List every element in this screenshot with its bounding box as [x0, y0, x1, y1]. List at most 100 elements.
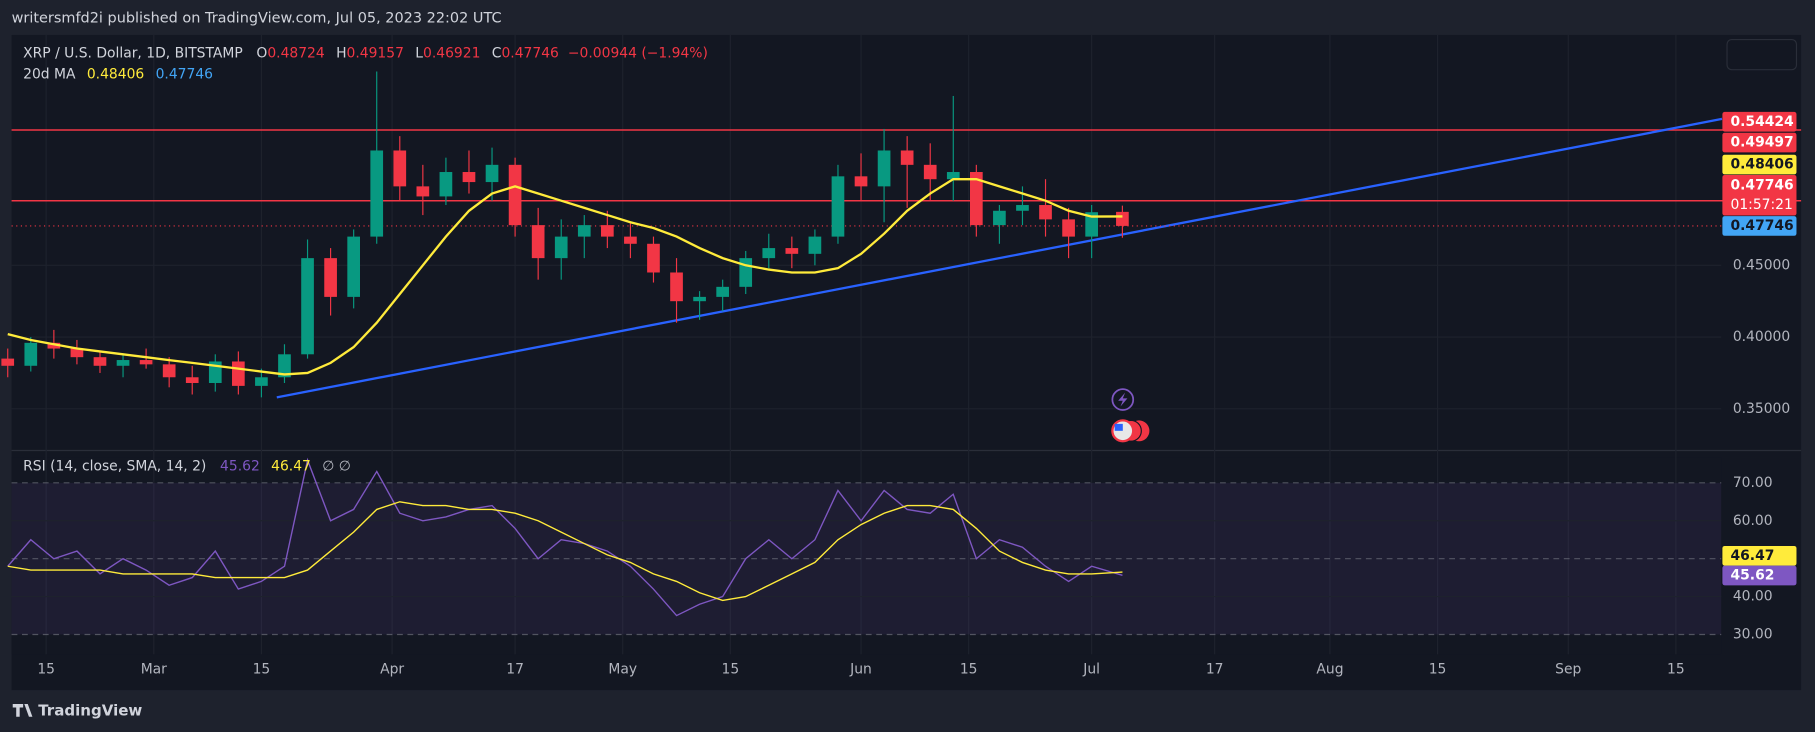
rsi-legend: RSI (14, close, SMA, 14, 2) 45.62 46.47 …: [23, 459, 351, 475]
candle-body: [116, 360, 130, 366]
rsi-sma-value: 46.47: [271, 459, 311, 475]
candle-body: [508, 164, 522, 226]
rsi-tick-label: 30.00: [1733, 627, 1773, 643]
candle-body: [577, 225, 591, 237]
x-tick-label: May: [608, 661, 637, 677]
x-tick-label: 15: [1429, 661, 1447, 677]
candle-body: [531, 225, 545, 259]
candle-body: [93, 357, 107, 366]
level-tag-bg: [1722, 132, 1797, 153]
close-tag: 0.47746: [1731, 218, 1794, 234]
l-prefix: L: [415, 45, 423, 61]
candle-body: [785, 248, 799, 254]
candle-body: [185, 377, 199, 384]
candle-body: [762, 248, 776, 259]
flag-glyph: [1114, 423, 1123, 431]
ma-tag: 0.48406: [1731, 157, 1794, 173]
candle-body: [624, 236, 637, 244]
candle-body: [1, 358, 15, 366]
level-tag: 0.54424: [1731, 114, 1795, 130]
candle-body: [831, 176, 845, 237]
candle-body: [139, 360, 153, 365]
candle-body: [877, 150, 891, 187]
candle-body: [716, 286, 729, 297]
candle-body: [485, 164, 499, 183]
x-tick-label: 17: [1206, 661, 1224, 677]
candle-body: [255, 377, 268, 386]
rsi-tick-label: 60.00: [1733, 513, 1773, 529]
brand-logo: [12, 703, 33, 717]
price-tag: 0.47746: [1731, 177, 1794, 193]
candle-body: [24, 342, 38, 366]
candle-body: [923, 164, 937, 180]
rsi-line: [7, 501, 1123, 602]
rsi-value: 45.62: [220, 459, 260, 475]
y-tick-label: 0.40000: [1733, 329, 1790, 345]
high-value: 0.49157: [347, 45, 404, 61]
candle-body: [554, 236, 568, 259]
candle-body: [347, 236, 361, 297]
x-tick-label: 15: [253, 661, 271, 677]
rsi-tick-label: 70.00: [1733, 475, 1773, 491]
x-tick-label: Mar: [141, 661, 167, 677]
lightning-glyph: [1118, 392, 1128, 407]
rsi-line: [7, 457, 1123, 617]
x-tick-label: 17: [506, 661, 524, 677]
toolbar-button[interactable]: [1726, 38, 1798, 71]
candle-body: [278, 354, 291, 378]
candle-body: [1085, 212, 1098, 237]
candle-body: [393, 150, 407, 187]
candle-body: [301, 258, 314, 355]
close-tag-bg: [1722, 216, 1797, 236]
x-tick-label: 15: [37, 661, 55, 677]
candle-body: [47, 342, 61, 349]
y-tick-label: 0.45000: [1733, 257, 1790, 273]
level-tag-bg: [1722, 111, 1797, 132]
ma-line: [7, 178, 1123, 376]
candle-body: [232, 361, 245, 386]
brand: TradingView: [38, 701, 142, 719]
candle-body: [808, 236, 822, 254]
candle-body: [439, 172, 453, 197]
candle-body: [1016, 205, 1029, 211]
candle-body: [416, 186, 430, 197]
close-value: 0.47746: [501, 45, 558, 61]
x-tick-label: Jun: [849, 661, 872, 677]
rsi-tag: 45.62: [1731, 568, 1775, 584]
change: −0.00944 (−1.94%): [568, 45, 708, 61]
ma-legend: 20d MA 0.48406 0.47746: [23, 66, 213, 82]
x-tick-label: 15: [722, 661, 740, 677]
rsi-title: RSI (14, close, SMA, 14, 2): [23, 459, 206, 475]
candle-body: [1116, 211, 1129, 226]
level-tag: 0.49497: [1731, 135, 1794, 151]
x-tick-label: 15: [1667, 661, 1685, 677]
legend: XRP / U.S. Dollar, 1D, BITSTAMP O0.48724…: [23, 45, 708, 61]
candle-body: [670, 272, 683, 302]
candle-body: [601, 225, 614, 237]
rsi-sma-tag: 46.47: [1731, 548, 1775, 564]
h-prefix: H: [336, 45, 346, 61]
x-tick-label: Aug: [1316, 661, 1343, 677]
y-tick-label: 0.35000: [1733, 401, 1790, 417]
ma-tag-bg: [1722, 154, 1797, 175]
candle-body: [854, 176, 868, 187]
rsi-sma-tag-bg: [1722, 545, 1797, 566]
x-tick-label: 15: [960, 661, 978, 677]
price-value: 0.47746: [156, 66, 213, 82]
price-tag-bg: [1722, 175, 1797, 216]
rsi-tag-bg: [1722, 565, 1797, 586]
low-value: 0.46921: [423, 45, 480, 61]
c-prefix: C: [492, 45, 502, 61]
ma-value: 0.48406: [87, 66, 144, 82]
x-tick-label: Jul: [1082, 661, 1100, 677]
o-prefix: O: [256, 45, 267, 61]
candle-body: [693, 296, 706, 302]
publisher: writersmfd2i published on TradingView.co…: [12, 11, 502, 27]
candle-body: [739, 258, 753, 287]
candle-body: [462, 172, 476, 183]
candle-body: [1039, 205, 1052, 220]
ma-name: 20d MA: [23, 66, 76, 82]
candle-body: [1062, 219, 1075, 237]
event-icon[interactable]: [1111, 388, 1135, 411]
